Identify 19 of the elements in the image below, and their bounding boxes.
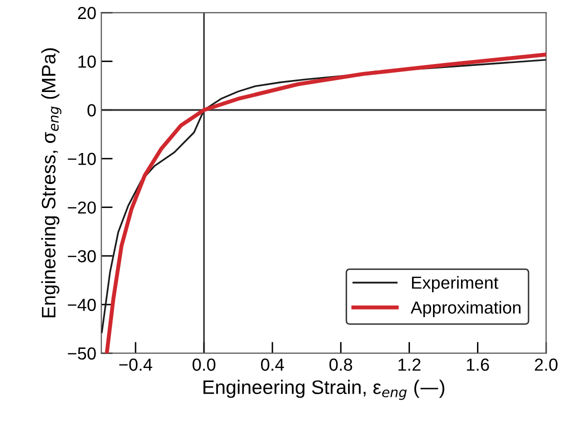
y-tick-label: −10 <box>68 152 96 166</box>
x-tick-label: 0.4 <box>261 358 284 371</box>
x-tick-label: 1.6 <box>466 358 489 371</box>
y-tick-label: 0 <box>88 104 96 116</box>
x-tick-label: 0.0 <box>192 358 216 371</box>
y-tick-label: −20 <box>68 201 96 214</box>
legend-label: Approximation <box>410 300 520 318</box>
x-tick-label: 1.2 <box>398 358 420 371</box>
y-tick-label: 20 <box>78 6 96 20</box>
y-tick-label: −40 <box>68 298 96 312</box>
y-tick-label: −50 <box>68 347 96 360</box>
x-tick-label: 0.8 <box>329 358 352 371</box>
x-tick-label: 2.0 <box>534 358 558 371</box>
x-tick-label: −0.4 <box>119 358 152 371</box>
y-tick-label: 10 <box>78 56 96 68</box>
x-axis-title: Engineering Strain, ε$_{eng}$ (—) <box>204 380 444 400</box>
y-axis-title: Engineering Stress, σ$_{eng}$ (MPa) <box>41 48 62 318</box>
y-tick-label: −30 <box>68 250 96 262</box>
legend-label: Experiment <box>412 276 498 292</box>
